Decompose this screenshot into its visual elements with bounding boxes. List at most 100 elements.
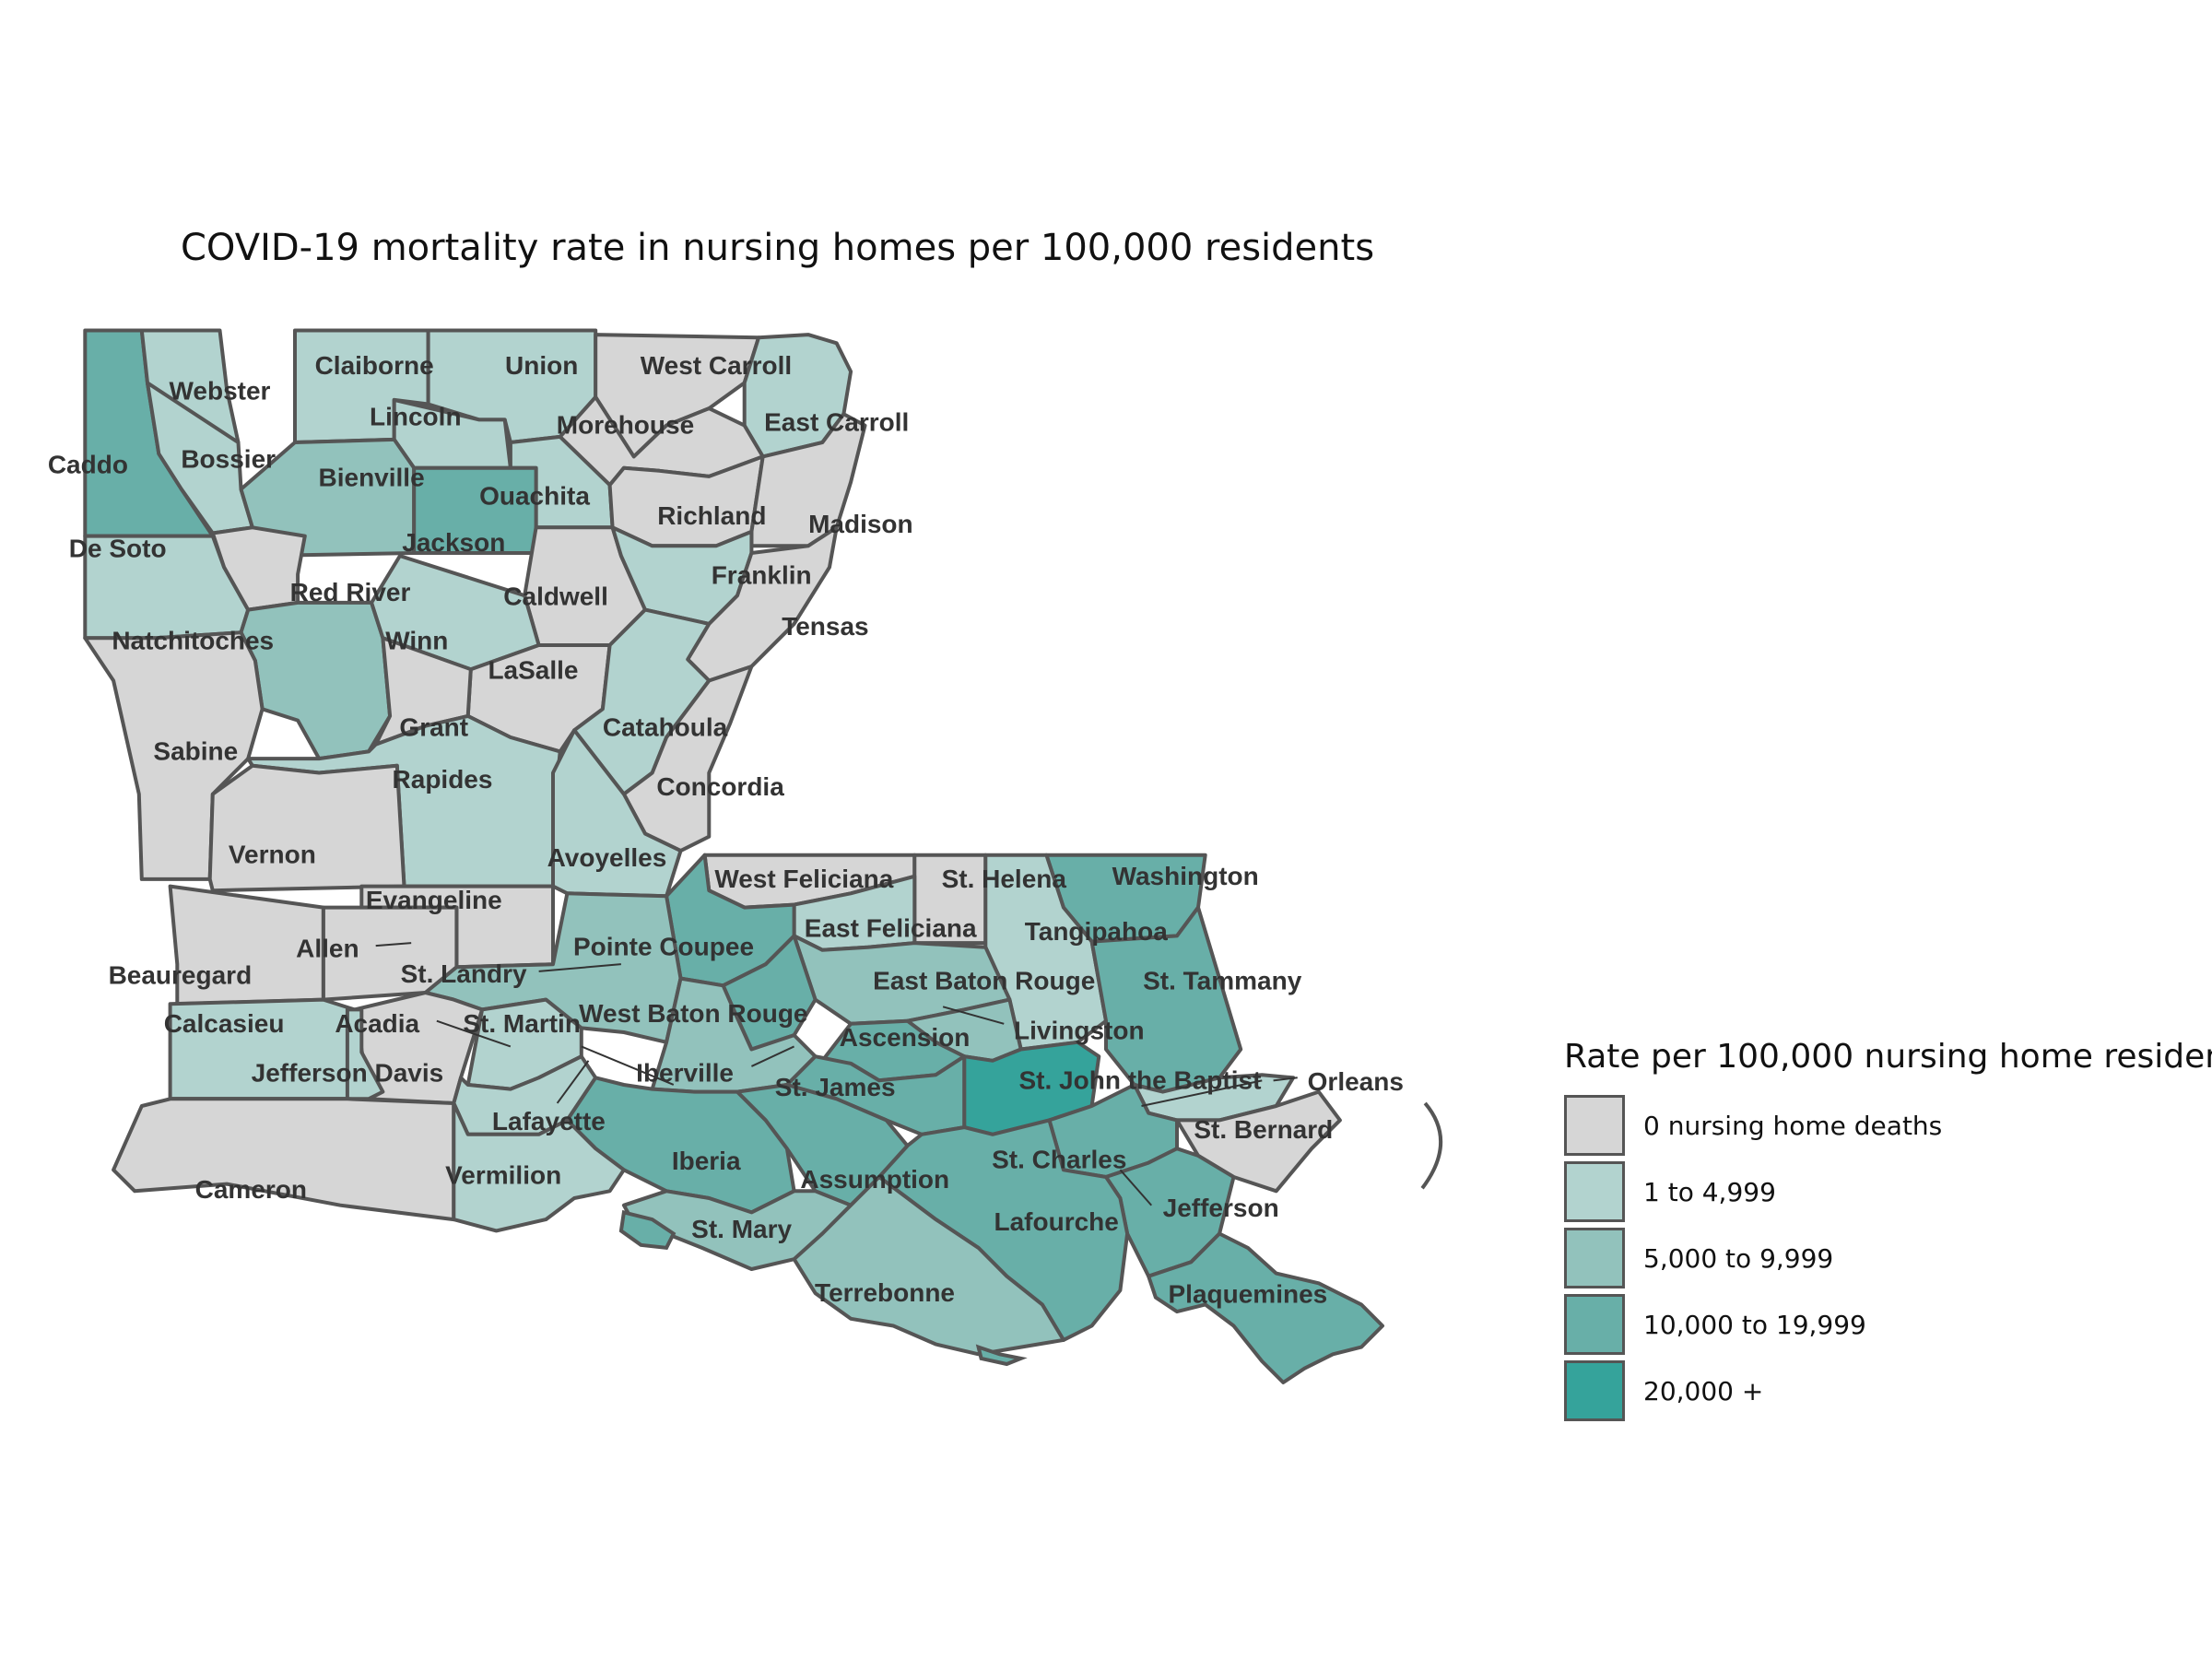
parish-label-natchitoches: Natchitoches <box>112 626 274 654</box>
parish-shape-vernon <box>207 763 406 893</box>
parish-label-lasalle: LaSalle <box>488 656 578 685</box>
legend-item: 1 to 4,999 <box>1564 1159 2212 1225</box>
leader-line <box>581 1045 675 1086</box>
parish-label-morehouse: Morehouse <box>557 411 694 440</box>
parish-label-st-john-the-baptist: St. John the Baptist <box>1019 1065 1262 1094</box>
parish-label-iberia: Iberia <box>672 1147 741 1175</box>
legend-label: 0 nursing home deaths <box>1643 1110 1943 1141</box>
parish-label-sabine: Sabine <box>153 736 238 765</box>
parish-label-terrebonne: Terrebonne <box>815 1278 955 1307</box>
leader-line <box>436 1019 512 1048</box>
legend-swatch <box>1564 1360 1625 1421</box>
legend-swatch <box>1564 1294 1625 1355</box>
parish-label-avoyelles: Avoyelles <box>547 843 667 872</box>
parish-label-caddo: Caddo <box>48 451 128 479</box>
parish-shape-red-river <box>210 525 307 612</box>
parish-label-east-feliciana: East Feliciana <box>805 914 977 943</box>
parish-label-concordia: Concordia <box>656 772 784 801</box>
parish-label-st-martin: St. Martin <box>463 1009 581 1038</box>
legend-label: 10,000 to 19,999 <box>1643 1309 1866 1340</box>
leader-line <box>1119 1169 1153 1206</box>
legend-item: 20,000 + <box>1564 1358 2212 1424</box>
parish-label-st-bernard: St. Bernard <box>1194 1115 1333 1144</box>
legend-swatch <box>1564 1161 1625 1222</box>
parish-shape-vermilion <box>452 1101 626 1233</box>
parish-label-lafayette: Lafayette <box>492 1107 606 1135</box>
parish-label-west-baton-rouge: West Baton Rouge <box>579 999 807 1028</box>
leader-line <box>1141 1079 1263 1108</box>
parish-label-st-landry: St. Landry <box>401 959 527 988</box>
parish-label-tensas: Tensas <box>782 612 868 641</box>
parish-label-red-river: Red River <box>290 578 411 606</box>
parish-label-vermilion: Vermilion <box>445 1160 561 1189</box>
parish-label-winn: Winn <box>385 626 448 654</box>
parish-label-st-helena: St. Helena <box>942 865 1067 893</box>
parish-label-plaquemines: Plaquemines <box>1169 1280 1328 1309</box>
parish-label-livingston: Livingston <box>1014 1016 1145 1044</box>
parish-label-tangipahoa: Tangipahoa <box>1025 917 1168 946</box>
legend-label: 1 to 4,999 <box>1643 1176 1776 1207</box>
parish-label-madison: Madison <box>808 510 913 538</box>
leader-line <box>750 1045 794 1067</box>
parish-label-franklin: Franklin <box>712 561 812 590</box>
parish-label-caldwell: Caldwell <box>503 582 608 611</box>
parish-shape-plaquemines <box>1147 1231 1384 1384</box>
parish-shapes <box>83 328 1443 1384</box>
parish-label-st-mary: St. Mary <box>691 1215 792 1243</box>
parish-shape-avoyelles <box>551 728 683 899</box>
parish-label-west-feliciana: West Feliciana <box>714 865 893 893</box>
legend: Rate per 100,000 nursing home residents … <box>1564 1038 2212 1424</box>
parish-label-vernon: Vernon <box>229 841 316 869</box>
parish-shape-terrebonne <box>792 1175 1065 1357</box>
parish-label-ouachita: Ouachita <box>479 481 590 510</box>
legend-label: 20,000 + <box>1643 1375 1764 1406</box>
leader-line <box>538 963 621 972</box>
parish-label-east-carroll: East Carroll <box>764 407 909 436</box>
parish-label-pointe-coupee: Pointe Coupee <box>573 933 754 961</box>
parish-label-assumption: Assumption <box>800 1165 949 1194</box>
parish-label-jackson: Jackson <box>402 528 505 557</box>
parish-label-union: Union <box>505 351 578 380</box>
parish-label-allen: Allen <box>296 934 359 962</box>
legend-item: 10,000 to 19,999 <box>1564 1291 2212 1358</box>
map-title: COVID-19 mortality rate in nursing homes… <box>181 227 1375 269</box>
chandeleur-island <box>1420 1101 1443 1190</box>
parish-label-calcasieu: Calcasieu <box>164 1009 285 1038</box>
leader-line <box>1273 1077 1298 1082</box>
parish-label-iberville: Iberville <box>636 1059 734 1088</box>
parish-label-webster: Webster <box>169 377 270 406</box>
parish-label-cameron: Cameron <box>195 1175 307 1204</box>
parish-label-washington: Washington <box>1112 862 1259 890</box>
legend-swatch <box>1564 1228 1625 1288</box>
parish-label-lafourche: Lafourche <box>994 1207 1119 1236</box>
parish-label-richland: Richland <box>657 501 766 530</box>
legend-item: 5,000 to 9,999 <box>1564 1225 2212 1291</box>
leader-line <box>375 942 412 947</box>
parish-label-west-carroll: West Carroll <box>641 351 792 380</box>
legend-label: 5,000 to 9,999 <box>1643 1242 1834 1274</box>
parish-label-orleans: Orleans <box>1308 1067 1404 1096</box>
parish-label-catahoula: Catahoula <box>603 712 728 741</box>
parish-label-st-tammany: St. Tammany <box>1143 967 1302 995</box>
legend-title: Rate per 100,000 nursing home residents <box>1564 1038 2212 1076</box>
coastal-island <box>618 1209 677 1251</box>
parish-label-grant: Grant <box>399 712 468 741</box>
parish-label-lincoln: Lincoln <box>370 402 462 430</box>
parish-labels: Caddo Webster Bossier Claiborne Union West Ca… <box>48 351 1404 1309</box>
parish-label-rapides: Rapides <box>393 765 493 794</box>
parish-label-acadia: Acadia <box>335 1009 419 1038</box>
legend-item: 0 nursing home deaths <box>1564 1092 2212 1159</box>
parish-shape-sabine <box>83 630 265 881</box>
label-leader-lines <box>375 942 1298 1206</box>
leader-line <box>556 1060 590 1104</box>
parish-label-beauregard: Beauregard <box>109 960 253 989</box>
leader-line <box>942 1006 1005 1025</box>
parish-label-bienville: Bienville <box>319 463 425 491</box>
parish-label-st-james: St. James <box>775 1073 896 1101</box>
parish-label-bossier: Bossier <box>181 444 276 473</box>
parish-label-st-charles: St. Charles <box>992 1145 1126 1173</box>
parish-label-east-baton-rouge: East Baton Rouge <box>873 967 1095 995</box>
parish-label-ascension: Ascension <box>840 1023 971 1052</box>
